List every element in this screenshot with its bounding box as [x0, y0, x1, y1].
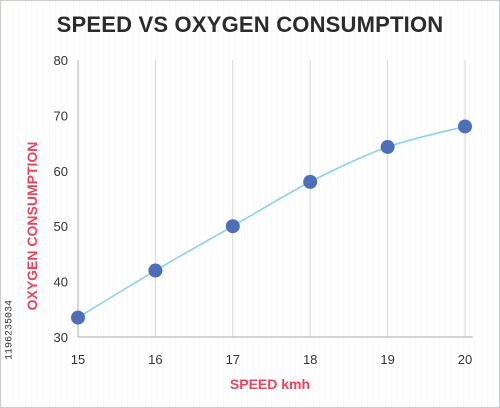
- y-tick-80: 80: [54, 53, 68, 68]
- y-tick-70: 70: [54, 108, 68, 123]
- x-tick-15: 15: [71, 352, 85, 367]
- y-tick-50: 50: [54, 219, 68, 234]
- x-tick-19: 19: [380, 352, 394, 367]
- series-line-0: [77, 125, 466, 319]
- x-tick-16: 16: [148, 352, 162, 367]
- x-axis-label: SPEED kmh: [229, 376, 311, 392]
- data-point-20: [458, 119, 472, 134]
- x-tick-18: 18: [303, 352, 317, 367]
- data-point-17: [225, 219, 240, 234]
- chart-title: SPEED VS OXYGEN CONSUMPTION: [56, 12, 444, 37]
- data-point-15: [71, 310, 85, 325]
- y-tick-40: 40: [54, 275, 68, 290]
- data-point-16: [148, 263, 163, 278]
- y-tick-60: 60: [54, 164, 68, 179]
- data-point-19: [380, 139, 395, 154]
- grid-lines: [77, 60, 466, 337]
- y-tick-labels: 30 40 50 60 70 80: [54, 53, 68, 345]
- y-tick-30: 30: [54, 330, 68, 345]
- x-tick-17: 17: [226, 352, 240, 367]
- x-tick-20: 20: [458, 352, 472, 367]
- axes: [77, 60, 473, 338]
- x-tick-labels: 15 16 17 18 19 20: [71, 352, 472, 367]
- data-point-18: [303, 174, 318, 189]
- data-series: [71, 119, 472, 325]
